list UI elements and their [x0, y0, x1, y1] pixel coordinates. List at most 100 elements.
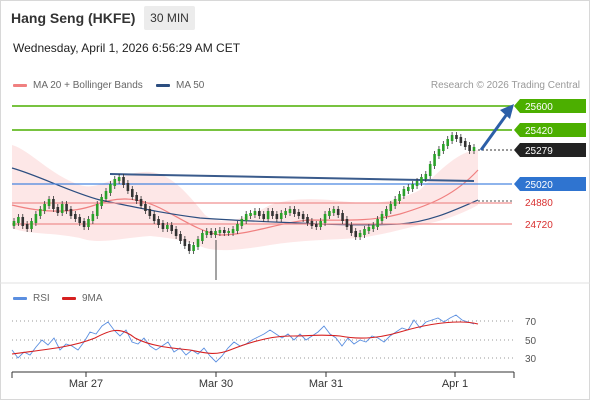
candle-body [371, 225, 375, 229]
candle-body [130, 189, 134, 197]
candle-body [65, 204, 68, 211]
candle-body [60, 204, 64, 213]
candle-body [113, 179, 117, 186]
candle-body [284, 211, 287, 215]
candle-body [455, 135, 458, 139]
legend-ma20: MA 20 + Bollinger Bands [13, 80, 143, 91]
x-axis-label: Mar 31 [309, 378, 343, 390]
candle-body [240, 219, 244, 226]
candle-body [323, 214, 327, 223]
candle-body [376, 219, 379, 227]
tag-text-25020: 25020 [525, 180, 553, 191]
candle-body [91, 214, 95, 221]
candle-body [144, 204, 147, 211]
candle-body [148, 209, 152, 216]
x-axis-label: Mar 30 [199, 378, 233, 390]
candle-body [385, 209, 388, 216]
forecast-arrow [479, 104, 514, 151]
candle-body [187, 244, 191, 251]
candle-body [275, 214, 279, 219]
candle-body [170, 225, 174, 231]
candle-body [428, 164, 432, 176]
candle-body [406, 187, 410, 191]
x-axis-label: Mar 27 [69, 378, 103, 390]
candle-body [249, 213, 252, 216]
rsi-tick-50: 50 [525, 336, 537, 347]
candle-body [192, 245, 195, 251]
candle-body [218, 230, 222, 233]
candle-body [69, 209, 73, 216]
tag-support-24880: 24880 [525, 198, 553, 209]
candle-body [389, 204, 393, 211]
tag-text-25420: 25420 [525, 126, 553, 137]
candles [12, 132, 476, 280]
candle-body [166, 225, 169, 229]
tag-current-25279: 25279 [514, 143, 586, 157]
candle-body [463, 141, 467, 147]
candle-body [380, 214, 384, 221]
candle-body [415, 181, 419, 186]
tag-text-25600: 25600 [525, 102, 553, 113]
candle-body [450, 135, 454, 141]
candle-body [288, 209, 292, 213]
candle-body [152, 214, 156, 221]
rsi-line [11, 314, 475, 363]
date-line: Wednesday, April 1, 2026 6:56:29 AM CET [13, 41, 241, 55]
instrument-title: Hang Seng (HKFE) [11, 10, 136, 26]
candle-body [179, 234, 182, 241]
candle-body [262, 214, 266, 219]
ma20-label: MA 20 + Bollinger Bands [33, 80, 143, 91]
candle-body [117, 177, 121, 181]
candle-body [17, 217, 20, 223]
rsi-9ma-line [11, 321, 479, 355]
rsi-tick-70: 70 [525, 317, 537, 328]
9ma-swatch [62, 297, 76, 300]
candle-body [174, 229, 178, 236]
candle-body [139, 199, 143, 206]
candle-body [358, 233, 362, 237]
candle-body [126, 183, 130, 191]
candle-body [87, 219, 90, 227]
ma50-swatch [156, 84, 170, 87]
candle-body [363, 229, 366, 235]
candle-body [122, 177, 125, 185]
candle-body [328, 211, 331, 216]
candle-body [43, 204, 46, 211]
timeframe-button[interactable]: 30 MIN [144, 6, 195, 30]
candle-body [21, 217, 25, 226]
candle-body [279, 213, 283, 219]
bollinger-band [12, 145, 478, 251]
credit: Research © 2026 Trading Central [430, 80, 580, 91]
candle-body [52, 199, 55, 209]
candle-body [411, 184, 414, 189]
candle-body [350, 225, 353, 233]
candle-body [314, 224, 318, 227]
candle-body [183, 239, 187, 246]
ma20-swatch [13, 84, 27, 87]
candle-body [336, 209, 340, 215]
candle-body [222, 230, 226, 233]
candle-body [56, 207, 60, 213]
rsi-label: RSI [33, 293, 50, 304]
trend-line [109, 173, 475, 182]
tag-text-25279: 25279 [525, 146, 553, 157]
candle-body [34, 214, 38, 223]
candle-body [442, 144, 445, 151]
candle-body [78, 217, 82, 223]
ma50-label: MA 50 [176, 80, 205, 91]
x-axis-labels: Mar 27 Mar 30 Mar 31 Apr 1 [69, 372, 468, 390]
candle-body [95, 204, 99, 216]
candle-body [332, 209, 336, 213]
tag-support-24720: 24720 [525, 220, 553, 231]
candle-body [393, 199, 397, 206]
candle-body [354, 231, 358, 237]
candle-body [161, 223, 165, 229]
ma50-line [11, 167, 479, 226]
candle-body [398, 194, 401, 201]
candle-body [437, 149, 441, 156]
candle-body [424, 174, 428, 179]
candle-body [472, 147, 476, 151]
candle-body [402, 189, 406, 196]
tag-resistance-25600: 25600 [514, 99, 586, 113]
